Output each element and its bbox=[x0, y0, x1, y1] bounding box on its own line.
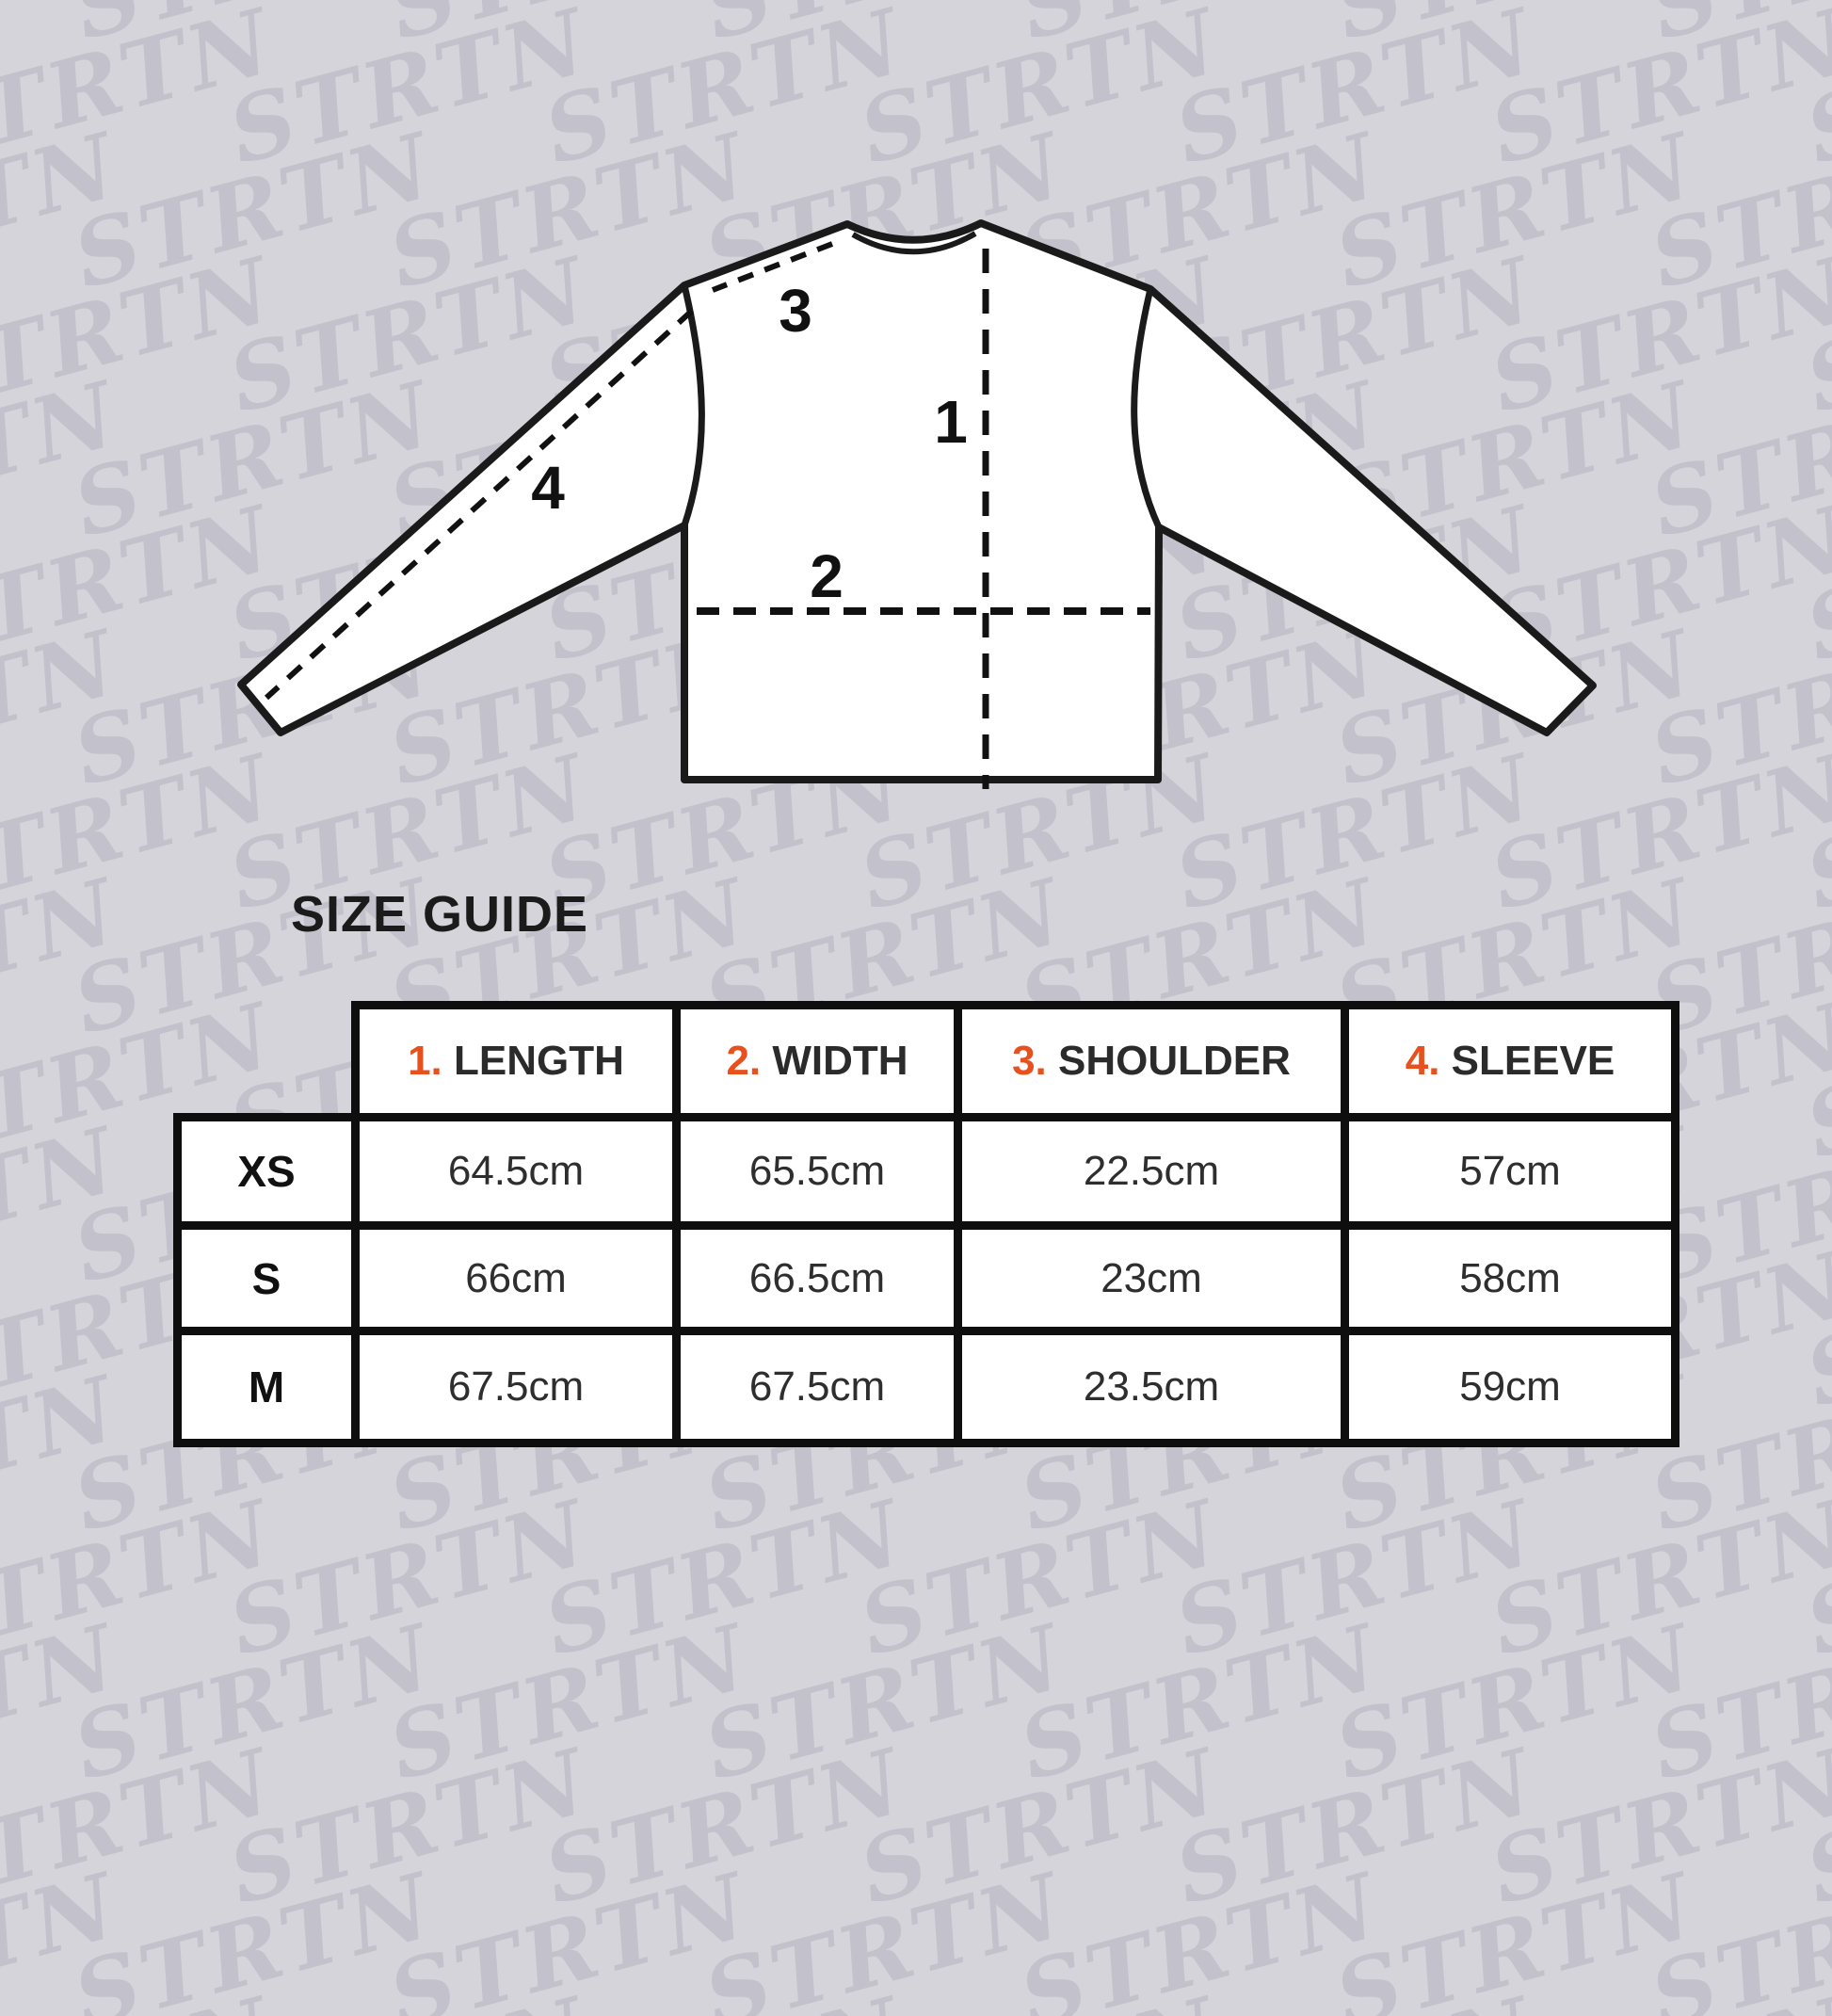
size-table: 1. LENGTH 2. WIDTH 3. SHOULDER 4. SLEEVE… bbox=[173, 1001, 1679, 1447]
column-label: SLEEVE bbox=[1451, 1038, 1615, 1084]
value-xs-length: 64.5cm bbox=[351, 1113, 681, 1230]
diagram-label-width: 2 bbox=[810, 542, 844, 610]
measure-line-shoulder bbox=[711, 241, 834, 293]
value-xs-width: 65.5cm bbox=[672, 1113, 962, 1230]
garment-diagram: 1 2 3 4 bbox=[237, 219, 1597, 789]
column-number: 3. bbox=[1012, 1038, 1047, 1084]
armhole-seam-right bbox=[1131, 288, 1163, 529]
column-label: SHOULDER bbox=[1058, 1038, 1291, 1084]
table-row-s: S 66cm 66.5cm 23cm 58cm bbox=[173, 1221, 1679, 1335]
garment-outline bbox=[237, 219, 1597, 783]
size-label-m: M bbox=[173, 1327, 360, 1447]
value-m-length: 67.5cm bbox=[351, 1327, 681, 1447]
column-header-sleeve: 4. SLEEVE bbox=[1341, 1001, 1679, 1121]
table-corner-empty bbox=[178, 1006, 356, 1118]
armhole-seam-left bbox=[681, 284, 705, 527]
column-label: WIDTH bbox=[772, 1038, 908, 1084]
value-s-width: 66.5cm bbox=[672, 1221, 962, 1335]
page-title: SIZE GUIDE bbox=[291, 886, 589, 943]
value-s-shoulder: 23cm bbox=[954, 1221, 1349, 1335]
size-label-s: S bbox=[173, 1221, 360, 1335]
diagram-label-shoulder: 3 bbox=[779, 277, 812, 345]
table-row-m: M 67.5cm 67.5cm 23.5cm 59cm bbox=[173, 1327, 1679, 1447]
table-row-xs: XS 64.5cm 65.5cm 22.5cm 57cm bbox=[173, 1113, 1679, 1230]
column-number: 2. bbox=[726, 1038, 762, 1084]
column-header-shoulder: 3. SHOULDER bbox=[954, 1001, 1349, 1121]
column-header-width: 2. WIDTH bbox=[672, 1001, 962, 1121]
value-xs-sleeve: 57cm bbox=[1341, 1113, 1679, 1230]
value-m-sleeve: 59cm bbox=[1341, 1327, 1679, 1447]
column-label: LENGTH bbox=[454, 1038, 624, 1084]
column-number: 1. bbox=[408, 1038, 442, 1084]
diagram-label-sleeve: 4 bbox=[531, 454, 565, 522]
measure-line-sleeve bbox=[264, 308, 695, 701]
column-number: 4. bbox=[1405, 1038, 1440, 1084]
collar-inner-line bbox=[851, 231, 977, 255]
size-label-xs: XS bbox=[173, 1113, 360, 1230]
value-s-length: 66cm bbox=[351, 1221, 681, 1335]
value-m-shoulder: 23.5cm bbox=[954, 1327, 1349, 1447]
diagram-label-length: 1 bbox=[934, 388, 968, 456]
value-xs-shoulder: 22.5cm bbox=[954, 1113, 1349, 1230]
column-header-length: 1. LENGTH bbox=[351, 1001, 681, 1121]
value-m-width: 67.5cm bbox=[672, 1327, 962, 1447]
value-s-sleeve: 58cm bbox=[1341, 1221, 1679, 1335]
table-header-row: 1. LENGTH 2. WIDTH 3. SHOULDER 4. SLEEVE bbox=[178, 1001, 1679, 1121]
